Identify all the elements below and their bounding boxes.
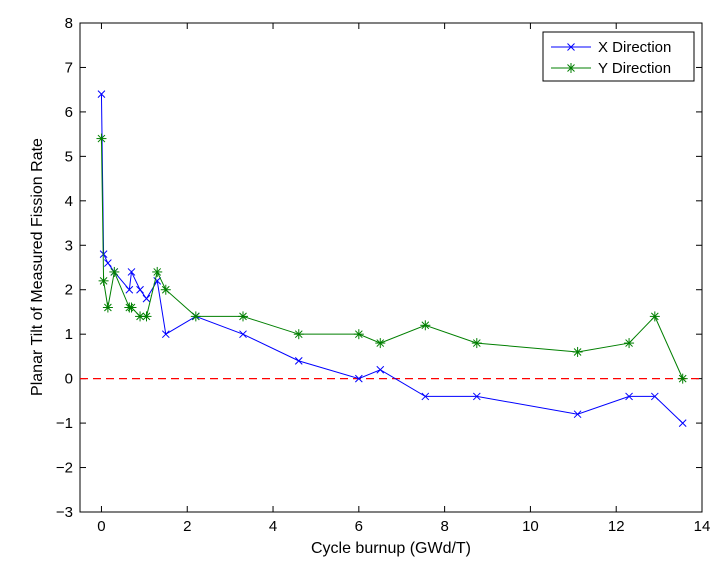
x-tick-label: 10 <box>522 518 539 535</box>
data-point <box>624 338 635 349</box>
data-point <box>354 374 363 383</box>
x-tick-label: 0 <box>97 518 105 535</box>
data-point <box>141 311 152 322</box>
y-tick-label: −3 <box>56 504 73 521</box>
data-point <box>97 90 106 98</box>
marker-stroke <box>354 374 363 383</box>
x-tick-label: 4 <box>269 518 277 535</box>
y-tick-label: 6 <box>65 104 73 121</box>
data-point <box>238 311 249 322</box>
marker-stroke <box>567 43 575 51</box>
marker-stroke <box>376 365 385 374</box>
legend: X Direction Y Direction <box>542 31 695 82</box>
data-point <box>625 392 633 401</box>
x-axis-title: Cycle burnup (GWd/T) <box>311 540 471 557</box>
legend-box <box>542 31 695 82</box>
x-tick-label: 6 <box>355 518 363 535</box>
legend-items: X Direction Y Direction <box>551 39 671 77</box>
data-point <box>98 275 109 286</box>
x-tick-label: 12 <box>608 518 625 535</box>
marker-stroke <box>104 259 112 267</box>
data-point <box>96 133 107 144</box>
y-axis-title: Planar Tilt of Measured Fission Rate <box>29 138 46 396</box>
marker-stroke <box>650 392 659 401</box>
marker-stroke <box>97 90 106 98</box>
marker-stroke <box>239 330 247 339</box>
data-point <box>102 302 113 313</box>
y-tick-label: −2 <box>56 460 73 477</box>
marker-stroke <box>678 419 687 427</box>
legend-marker <box>566 63 576 73</box>
y-tick-label: 1 <box>65 326 73 343</box>
data-point <box>126 302 137 313</box>
legend-label: Y Direction <box>598 60 671 77</box>
data-point <box>160 284 171 295</box>
data-point <box>421 392 430 401</box>
marker-stroke <box>625 392 633 401</box>
data-point <box>152 266 163 277</box>
marker-stroke <box>127 268 136 276</box>
data-point <box>420 320 431 331</box>
data-point <box>471 338 482 349</box>
x-tick-label: 2 <box>183 518 191 535</box>
data-point <box>376 365 385 374</box>
y-tick-label: 7 <box>65 59 73 76</box>
y-tick-label: 0 <box>65 371 73 388</box>
data-point <box>127 268 136 276</box>
data-point <box>109 266 120 277</box>
data-point <box>142 294 151 303</box>
y-tick-label: 5 <box>65 148 73 165</box>
data-point <box>161 330 170 339</box>
marker-stroke <box>161 330 170 339</box>
marker-stroke <box>294 357 303 365</box>
data-point <box>573 410 582 419</box>
data-point <box>294 357 303 365</box>
data-point <box>190 311 201 322</box>
data-point <box>650 392 659 401</box>
y-tick-label: 2 <box>65 282 73 299</box>
marker-stroke <box>125 285 134 294</box>
data-point <box>353 329 364 340</box>
data-point <box>649 311 660 322</box>
data-point <box>125 285 134 294</box>
marker-stroke <box>136 285 144 294</box>
y-tick-label: −1 <box>56 415 73 432</box>
y-tick-label: 4 <box>65 193 73 210</box>
data-point <box>472 392 481 401</box>
y-tick-label: 3 <box>65 237 73 254</box>
data-point <box>293 329 304 340</box>
data-point <box>678 419 687 427</box>
data-point <box>136 285 144 294</box>
marker-stroke <box>142 294 151 303</box>
legend-marker <box>567 43 575 51</box>
x-tick-label: 8 <box>440 518 448 535</box>
data-point <box>239 330 247 339</box>
data-point <box>104 259 112 267</box>
x-tick-label: 14 <box>694 518 711 535</box>
marker-stroke <box>472 392 481 401</box>
marker-stroke <box>573 410 582 419</box>
plot-area <box>79 22 703 513</box>
marker-stroke <box>421 392 430 401</box>
data-point <box>375 338 386 349</box>
y-tick-label: 8 <box>65 15 73 32</box>
data-point <box>572 346 583 357</box>
legend-label: X Direction <box>598 39 671 56</box>
data-point <box>677 373 688 384</box>
series-layer <box>96 90 688 427</box>
